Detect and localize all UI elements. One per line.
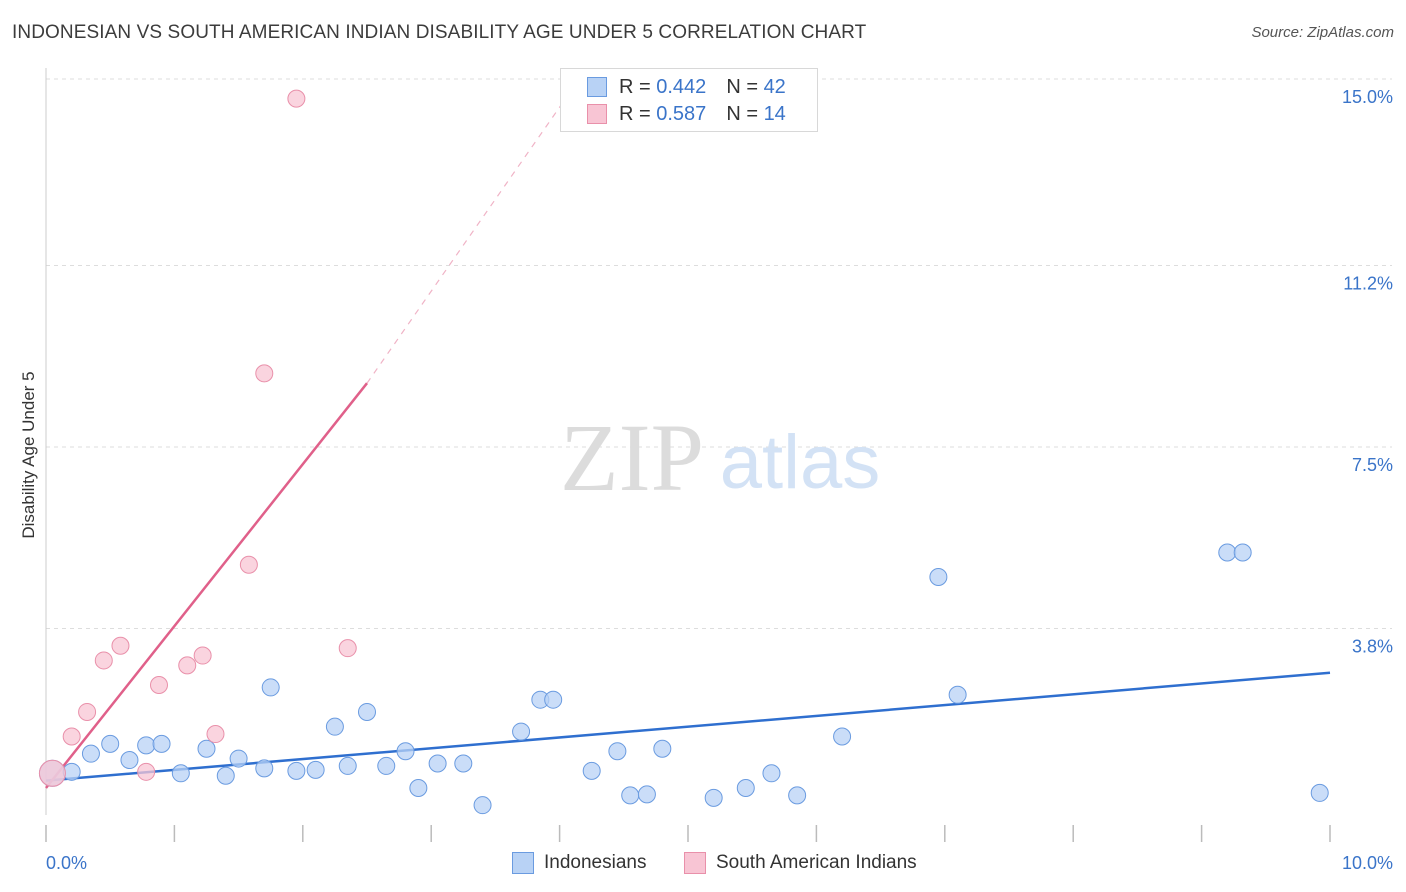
point-indonesians xyxy=(306,760,325,779)
point-south-american-indians xyxy=(178,656,197,675)
point-indonesians xyxy=(396,742,415,761)
point-indonesians xyxy=(137,736,156,755)
y-tick-label: 7.5% xyxy=(1352,455,1393,475)
y-tick-label: 3.8% xyxy=(1352,637,1393,657)
y-tick-label: 11.2% xyxy=(1343,273,1393,293)
watermark-zip: ZIP xyxy=(560,404,704,511)
watermark-atlas: atlas xyxy=(720,420,881,505)
r-label: R = xyxy=(619,75,651,98)
point-indonesians xyxy=(81,744,100,763)
point-south-american-indians xyxy=(338,639,357,658)
point-south-american-indians xyxy=(206,725,225,744)
r-value-indonesians: 0.442 xyxy=(656,75,707,98)
x-tick-label: 0.0% xyxy=(46,853,87,873)
point-indonesians xyxy=(608,742,627,761)
point-indonesians xyxy=(1310,783,1329,802)
point-indonesians xyxy=(833,727,852,746)
r-value-south-american-indians: 0.587 xyxy=(656,102,707,125)
point-indonesians xyxy=(762,764,781,783)
n-value-indonesians: 42 xyxy=(763,75,786,98)
point-south-american-indians xyxy=(62,727,81,746)
point-indonesians xyxy=(120,751,139,770)
point-indonesians xyxy=(454,754,473,773)
point-indonesians xyxy=(325,717,344,736)
bottom-legend-label-south-american-indians: South American Indians xyxy=(716,852,917,873)
tick-labels: 3.8% 7.5% 11.2% 15.0% 0.0% 10.0% xyxy=(46,87,1393,873)
y-axis-label: Disability Age Under 5 xyxy=(19,371,38,538)
gridlines xyxy=(46,78,1392,630)
point-indonesians xyxy=(582,761,601,780)
n-label: N = xyxy=(726,75,758,98)
axes xyxy=(45,68,1331,842)
bottom-legend-label-indonesians: Indonesians xyxy=(544,852,647,873)
point-south-american-indians xyxy=(111,636,130,655)
x-tick-label: 10.0% xyxy=(1342,853,1393,873)
legend-swatch-indonesians xyxy=(587,77,607,97)
point-south-american-indians xyxy=(239,555,258,574)
point-indonesians xyxy=(473,796,492,815)
trendline-extension xyxy=(366,88,573,384)
point-indonesians xyxy=(1218,543,1237,562)
point-indonesians xyxy=(409,779,428,798)
chart-title: INDONESIAN VS SOUTH AMERICAN INDIAN DISA… xyxy=(12,22,867,43)
n-value-south-american-indians: 14 xyxy=(763,102,786,125)
point-south-american-indians xyxy=(255,364,274,383)
point-indonesians xyxy=(152,734,171,753)
point-south-american-indians xyxy=(94,651,113,670)
point-indonesians xyxy=(338,756,357,775)
point-indonesians xyxy=(358,702,376,721)
point-indonesians xyxy=(255,759,274,778)
point-indonesians xyxy=(261,678,280,697)
source-credit: Source: ZipAtlas.com xyxy=(1251,24,1394,41)
n-label: N = xyxy=(726,102,758,125)
point-indonesians xyxy=(653,739,672,758)
point-south-american-indians xyxy=(38,759,66,787)
r-label: R = xyxy=(619,102,651,125)
legend-row-south-american-indians: R = 0.587 N = 14 xyxy=(587,101,786,127)
legend-swatch-south-american-indians xyxy=(587,104,607,124)
point-south-american-indians xyxy=(149,675,168,694)
correlation-legend: R = 0.442 N = 42 R = 0.587 N = 14 xyxy=(560,68,818,132)
point-indonesians xyxy=(197,739,216,758)
point-indonesians xyxy=(637,785,656,804)
legend-row-indonesians: R = 0.442 N = 42 xyxy=(587,74,786,100)
point-indonesians xyxy=(621,786,640,805)
point-indonesians xyxy=(101,734,120,753)
watermark: ZIP atlas xyxy=(560,404,880,511)
bottom-legend-indonesians: Indonesians xyxy=(512,852,646,874)
point-indonesians xyxy=(736,779,755,798)
y-tick-label: 15.0% xyxy=(1342,87,1393,107)
point-indonesians xyxy=(544,690,563,709)
point-indonesians xyxy=(948,685,967,704)
point-south-american-indians xyxy=(137,762,156,781)
point-south-american-indians xyxy=(193,646,212,665)
bottom-swatch-south-american-indians xyxy=(684,852,706,874)
point-indonesians xyxy=(287,761,306,780)
point-south-american-indians xyxy=(287,89,306,108)
bottom-legend-south-american-indians: South American Indians xyxy=(684,852,917,874)
point-indonesians xyxy=(171,764,190,783)
point-indonesians xyxy=(216,766,235,785)
point-indonesians xyxy=(428,754,447,773)
point-indonesians xyxy=(788,786,807,805)
bottom-swatch-indonesians xyxy=(512,852,534,874)
point-indonesians xyxy=(377,756,396,775)
point-indonesians xyxy=(512,722,531,741)
point-indonesians xyxy=(229,749,248,768)
point-indonesians xyxy=(1233,543,1252,562)
trendline-south-american-indians xyxy=(45,382,368,789)
point-indonesians xyxy=(704,788,723,807)
point-south-american-indians xyxy=(78,702,97,721)
point-indonesians xyxy=(929,568,948,587)
data-points xyxy=(38,89,1329,815)
